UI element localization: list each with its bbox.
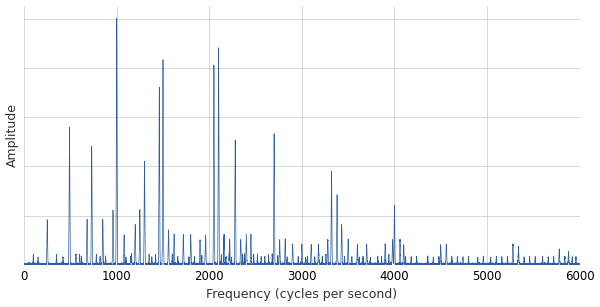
Y-axis label: Amplitude: Amplitude <box>5 103 19 167</box>
X-axis label: Frequency (cycles per second): Frequency (cycles per second) <box>206 289 397 301</box>
